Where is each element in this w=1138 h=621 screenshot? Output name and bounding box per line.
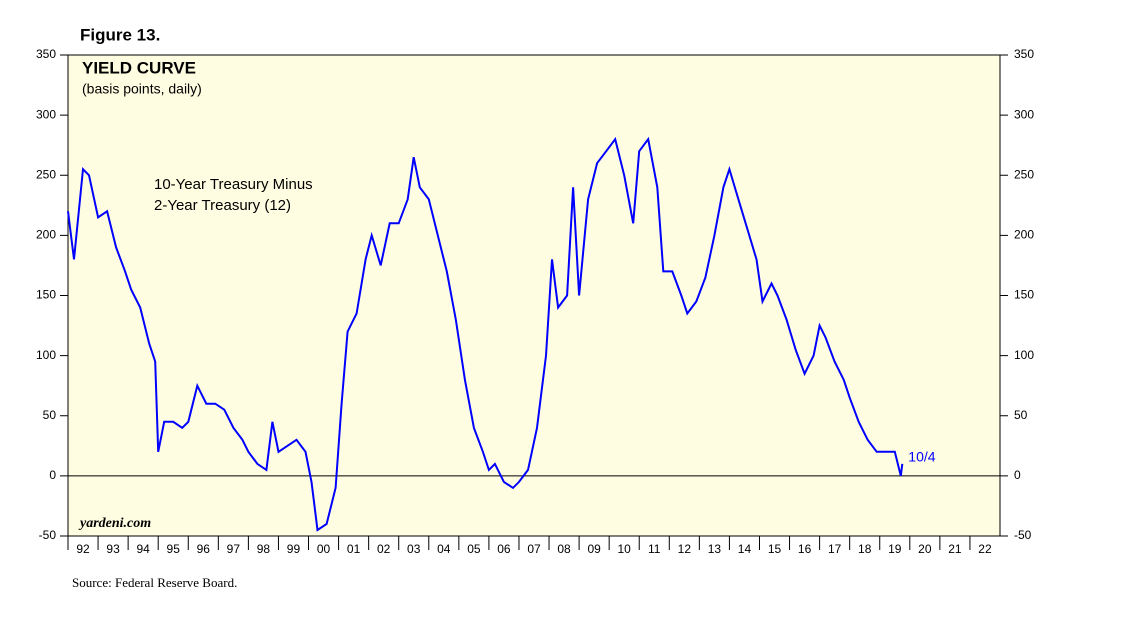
y-tick-label: 0 [49,468,56,482]
annotation: 2-Year Treasury (12) [154,197,291,214]
x-tick-label: 18 [858,542,872,556]
y2-tick-label: -50 [1014,528,1032,542]
x-tick-label: 08 [557,542,571,556]
x-tick-label: 06 [497,542,511,556]
y2-tick-label: 150 [1014,288,1034,302]
x-tick-label: 04 [437,542,451,556]
y-tick-label: 50 [43,408,57,422]
x-tick-label: 01 [347,542,361,556]
x-tick-label: 20 [918,542,932,556]
x-tick-label: 98 [257,542,271,556]
y-tick-label: -50 [39,528,57,542]
x-tick-label: 07 [527,542,541,556]
watermark: yardeni.com [78,516,151,531]
y-tick-label: 350 [36,47,56,61]
annotation: 10-Year Treasury Minus [154,176,313,193]
y2-tick-label: 100 [1014,348,1034,362]
x-tick-label: 12 [678,542,692,556]
x-tick-label: 92 [76,542,90,556]
x-tick-label: 19 [888,542,902,556]
y-tick-label: 100 [36,348,56,362]
x-tick-label: 96 [197,542,211,556]
end-label: 10/4 [908,449,935,465]
x-tick-label: 17 [828,542,842,556]
x-tick-label: 93 [106,542,120,556]
y2-tick-label: 300 [1014,107,1034,121]
y2-tick-label: 200 [1014,228,1034,242]
x-tick-label: 09 [587,542,601,556]
x-tick-label: 14 [738,542,752,556]
x-tick-label: 03 [407,542,421,556]
data-line [67,136,904,532]
y-tick-label: 250 [36,167,56,181]
y-tick-label: 200 [36,228,56,242]
y2-tick-label: 50 [1014,408,1028,422]
x-tick-label: 13 [708,542,722,556]
y-tick-label: 150 [36,288,56,302]
x-tick-label: 97 [227,542,241,556]
y2-tick-label: 250 [1014,167,1034,181]
x-tick-label: 05 [467,542,481,556]
x-tick-label: 15 [768,542,782,556]
chart-title: YIELD CURVE [82,58,196,77]
x-tick-label: 95 [167,542,181,556]
x-tick-label: 11 [648,542,661,556]
x-tick-label: 10 [618,542,632,556]
x-tick-label: 00 [317,542,331,556]
x-tick-label: 16 [798,542,812,556]
plot-area [67,54,1001,537]
y2-tick-label: 350 [1014,47,1034,61]
x-tick-label: 94 [136,542,150,556]
x-tick-label: 21 [948,542,962,556]
x-tick-label: 22 [978,542,992,556]
y2-tick-label: 0 [1014,468,1021,482]
y-tick-label: 300 [36,107,56,121]
x-tick-label: 99 [287,542,301,556]
source: Source: Federal Reserve Board. [72,575,237,590]
figure-label: Figure 13. [80,25,160,44]
chart-subtitle: (basis points, daily) [82,81,202,97]
x-tick-label: 02 [377,542,391,556]
